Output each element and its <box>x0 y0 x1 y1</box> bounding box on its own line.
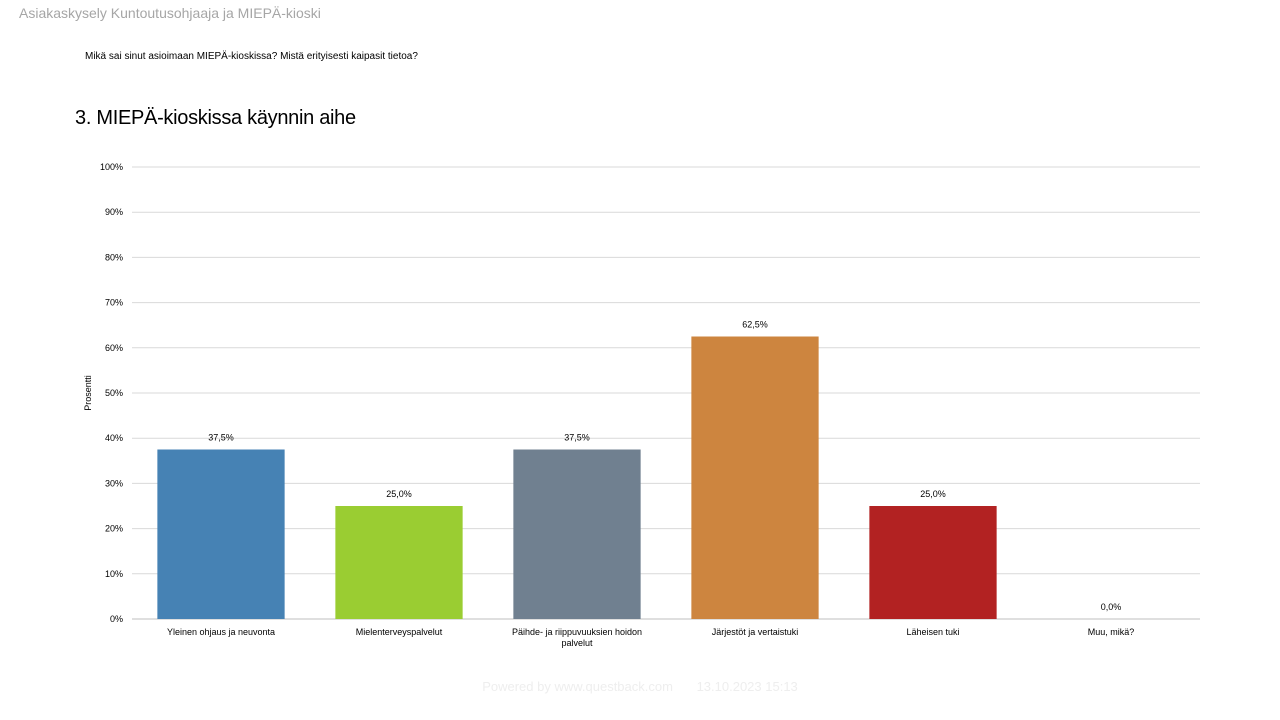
bar <box>869 506 997 619</box>
x-tick-label: Järjestöt ja vertaistuki <box>712 627 799 637</box>
chart-title: 3. MIEPÄ-kioskissa käynnin aihe <box>75 107 356 129</box>
data-label: 25,0% <box>386 489 412 499</box>
y-tick-label: 40% <box>105 433 123 443</box>
y-tick-label: 10% <box>105 569 123 579</box>
report-title: Asiakaskysely Kuntoutusohjaaja ja MIEPÄ-… <box>19 5 321 21</box>
question-text: Mikä sai sinut asioimaan MIEPÄ-kioskissa… <box>85 51 418 62</box>
bar <box>691 336 819 619</box>
y-tick-label: 0% <box>110 614 123 624</box>
data-label: 37,5% <box>564 433 590 443</box>
y-tick-label: 80% <box>105 252 123 262</box>
y-tick-label: 100% <box>100 162 123 172</box>
x-tick-label: Läheisen tuki <box>906 627 959 637</box>
data-label: 62,5% <box>742 320 768 330</box>
x-tick-label: palvelut <box>561 638 593 648</box>
x-tick-label: Yleinen ohjaus ja neuvonta <box>167 627 275 637</box>
labels: 0% 10% 20% 30% 40% 50% 60% 70% 80% 90% 100% 37,5% Yl… <box>100 162 1134 648</box>
powered-by-text: Powered by www.questback.com <box>482 679 673 694</box>
data-label: 25,0% <box>920 489 946 499</box>
x-tick-label: Mielenterveyspalvelut <box>356 627 443 637</box>
y-tick-label: 20% <box>105 524 123 534</box>
data-label: 37,5% <box>208 433 234 443</box>
footer: Powered by www.questback.com 13.10.2023 … <box>0 679 1280 694</box>
y-tick-label: 30% <box>105 478 123 488</box>
y-axis-label: Prosentti <box>83 375 93 411</box>
bar <box>513 449 641 619</box>
y-tick-label: 70% <box>105 298 123 308</box>
bar <box>335 506 463 619</box>
y-tick-label: 60% <box>105 343 123 353</box>
x-tick-label: Muu, mikä? <box>1088 627 1135 637</box>
data-label: 0,0% <box>1101 602 1122 612</box>
timestamp-text: 13.10.2023 15:13 <box>696 679 798 694</box>
x-tick-label: Päihde- ja riippuvuuksien hoidon <box>512 627 642 637</box>
gridlines <box>132 166 1200 620</box>
y-tick-label: 50% <box>105 388 123 398</box>
y-tick-label: 90% <box>105 207 123 217</box>
bars <box>157 336 997 619</box>
bar <box>157 449 285 619</box>
